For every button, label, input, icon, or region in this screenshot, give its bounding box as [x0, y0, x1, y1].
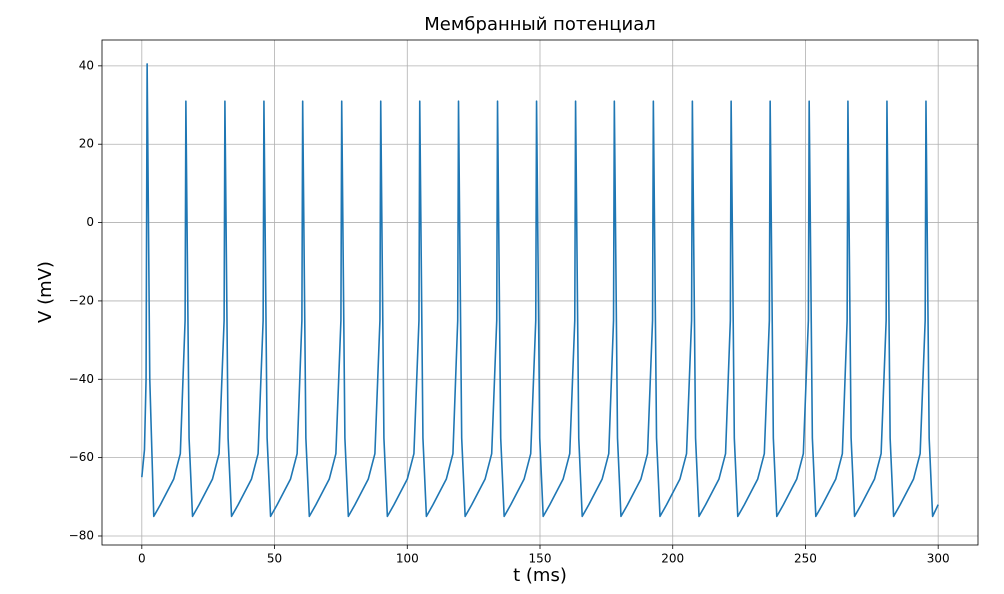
x-axis-label: t (ms): [513, 565, 567, 586]
chart-title: Мембранный потенциал: [424, 14, 656, 35]
x-tick-label: 250: [794, 552, 817, 566]
line: [141, 63, 939, 518]
y-tick-label: −20: [69, 293, 94, 307]
x-tick-label: 300: [927, 552, 950, 566]
y-tick-label: 0: [86, 215, 94, 229]
x-tick-label: 150: [529, 552, 552, 566]
y-tick-label: −60: [69, 450, 94, 464]
y-tick-label: 40: [79, 58, 94, 72]
x-tick-label: 200: [661, 552, 684, 566]
x-tick-label: 50: [267, 552, 282, 566]
plot-frame: [101, 39, 979, 546]
y-tick-label: −40: [69, 372, 94, 386]
x-tick-label: 100: [396, 552, 419, 566]
y-axis-label: V (mV): [35, 261, 56, 323]
x-tick-label: 0: [138, 552, 146, 566]
y-tick-label: 20: [79, 137, 94, 151]
y-tick-label: −80: [69, 528, 94, 542]
